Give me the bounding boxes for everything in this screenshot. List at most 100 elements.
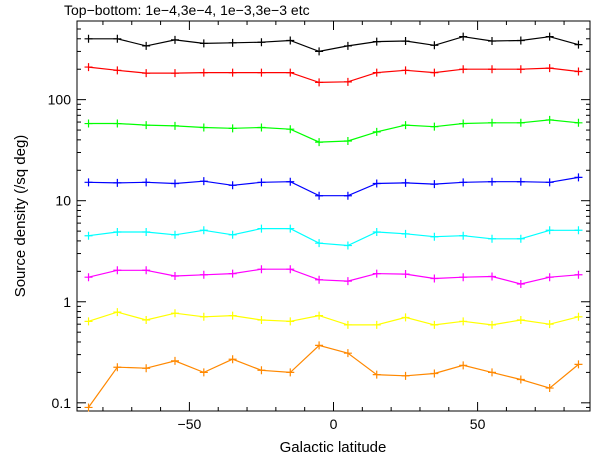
series-4 bbox=[84, 173, 583, 200]
data-point bbox=[430, 369, 439, 378]
data-point bbox=[545, 178, 554, 187]
data-point bbox=[488, 272, 497, 281]
data-point bbox=[516, 315, 525, 324]
data-point bbox=[574, 118, 583, 127]
data-point bbox=[286, 265, 295, 274]
data-point bbox=[574, 312, 583, 321]
data-point bbox=[286, 224, 295, 233]
data-point bbox=[488, 177, 497, 186]
data-point bbox=[516, 177, 525, 186]
data-point bbox=[113, 34, 122, 43]
data-point bbox=[286, 36, 295, 45]
data-point bbox=[574, 360, 583, 369]
data-point bbox=[401, 178, 410, 187]
data-point bbox=[459, 317, 468, 326]
data-point bbox=[84, 119, 93, 128]
data-point bbox=[142, 69, 151, 78]
data-point bbox=[430, 122, 439, 131]
data-point bbox=[343, 349, 352, 358]
data-point bbox=[516, 118, 525, 127]
data-point bbox=[430, 41, 439, 50]
data-point bbox=[228, 355, 237, 364]
data-point bbox=[170, 69, 179, 78]
data-point bbox=[286, 125, 295, 134]
data-point bbox=[430, 180, 439, 189]
data-point bbox=[545, 226, 554, 235]
x-axis-label: Galactic latitude bbox=[280, 439, 387, 456]
data-point bbox=[170, 121, 179, 130]
data-point bbox=[84, 273, 93, 282]
data-point bbox=[459, 32, 468, 41]
data-point bbox=[199, 270, 208, 279]
data-point bbox=[84, 403, 93, 412]
data-point bbox=[372, 269, 381, 278]
data-point bbox=[257, 178, 266, 187]
data-point bbox=[199, 312, 208, 321]
y-tick-label: 100 bbox=[48, 92, 72, 108]
data-point bbox=[228, 311, 237, 320]
data-point bbox=[257, 366, 266, 375]
data-point bbox=[199, 68, 208, 77]
data-point bbox=[113, 308, 122, 317]
data-point bbox=[199, 39, 208, 48]
data-point bbox=[315, 341, 324, 350]
series-8 bbox=[84, 341, 583, 412]
data-point bbox=[459, 273, 468, 282]
data-point bbox=[488, 37, 497, 46]
data-point bbox=[459, 178, 468, 187]
data-point bbox=[574, 40, 583, 49]
data-point bbox=[257, 123, 266, 132]
data-point bbox=[84, 34, 93, 43]
data-point bbox=[430, 232, 439, 241]
series-line bbox=[88, 344, 579, 408]
data-point bbox=[228, 269, 237, 278]
plot-frame bbox=[76, 20, 591, 412]
data-point bbox=[516, 36, 525, 45]
data-point bbox=[113, 228, 122, 237]
data-point bbox=[343, 241, 352, 250]
data-point bbox=[401, 371, 410, 380]
data-point bbox=[488, 118, 497, 127]
data-point bbox=[113, 66, 122, 75]
y-tick-label: 10 bbox=[55, 193, 71, 209]
data-point bbox=[170, 230, 179, 239]
data-point bbox=[372, 320, 381, 329]
data-point bbox=[516, 375, 525, 384]
data-point bbox=[257, 68, 266, 77]
data-point bbox=[84, 317, 93, 326]
data-point bbox=[315, 191, 324, 200]
data-point bbox=[545, 273, 554, 282]
data-point bbox=[459, 361, 468, 370]
data-point bbox=[199, 368, 208, 377]
series-line bbox=[88, 228, 579, 247]
data-point bbox=[286, 177, 295, 186]
data-point bbox=[170, 309, 179, 318]
x-tick-label: −50 bbox=[178, 416, 202, 432]
y-axis-label: Source density (/sq deg) bbox=[12, 135, 29, 298]
data-point bbox=[372, 127, 381, 136]
data-point bbox=[343, 191, 352, 200]
data-point bbox=[401, 66, 410, 75]
data-point bbox=[315, 138, 324, 147]
data-point bbox=[228, 68, 237, 77]
series-line bbox=[88, 311, 579, 326]
series-6 bbox=[84, 265, 583, 288]
series-line bbox=[88, 36, 579, 53]
data-point bbox=[574, 67, 583, 76]
data-point bbox=[84, 178, 93, 187]
data-point bbox=[315, 78, 324, 87]
data-point bbox=[142, 266, 151, 275]
data-point bbox=[142, 228, 151, 237]
data-point bbox=[343, 320, 352, 329]
data-point bbox=[228, 230, 237, 239]
data-point bbox=[459, 119, 468, 128]
data-point bbox=[430, 274, 439, 283]
data-point bbox=[315, 275, 324, 284]
data-point bbox=[343, 77, 352, 86]
y-tick-label: 1 bbox=[63, 294, 71, 310]
data-point bbox=[401, 37, 410, 46]
data-point bbox=[372, 37, 381, 46]
data-point bbox=[257, 38, 266, 47]
data-point bbox=[372, 179, 381, 188]
data-point bbox=[142, 41, 151, 50]
